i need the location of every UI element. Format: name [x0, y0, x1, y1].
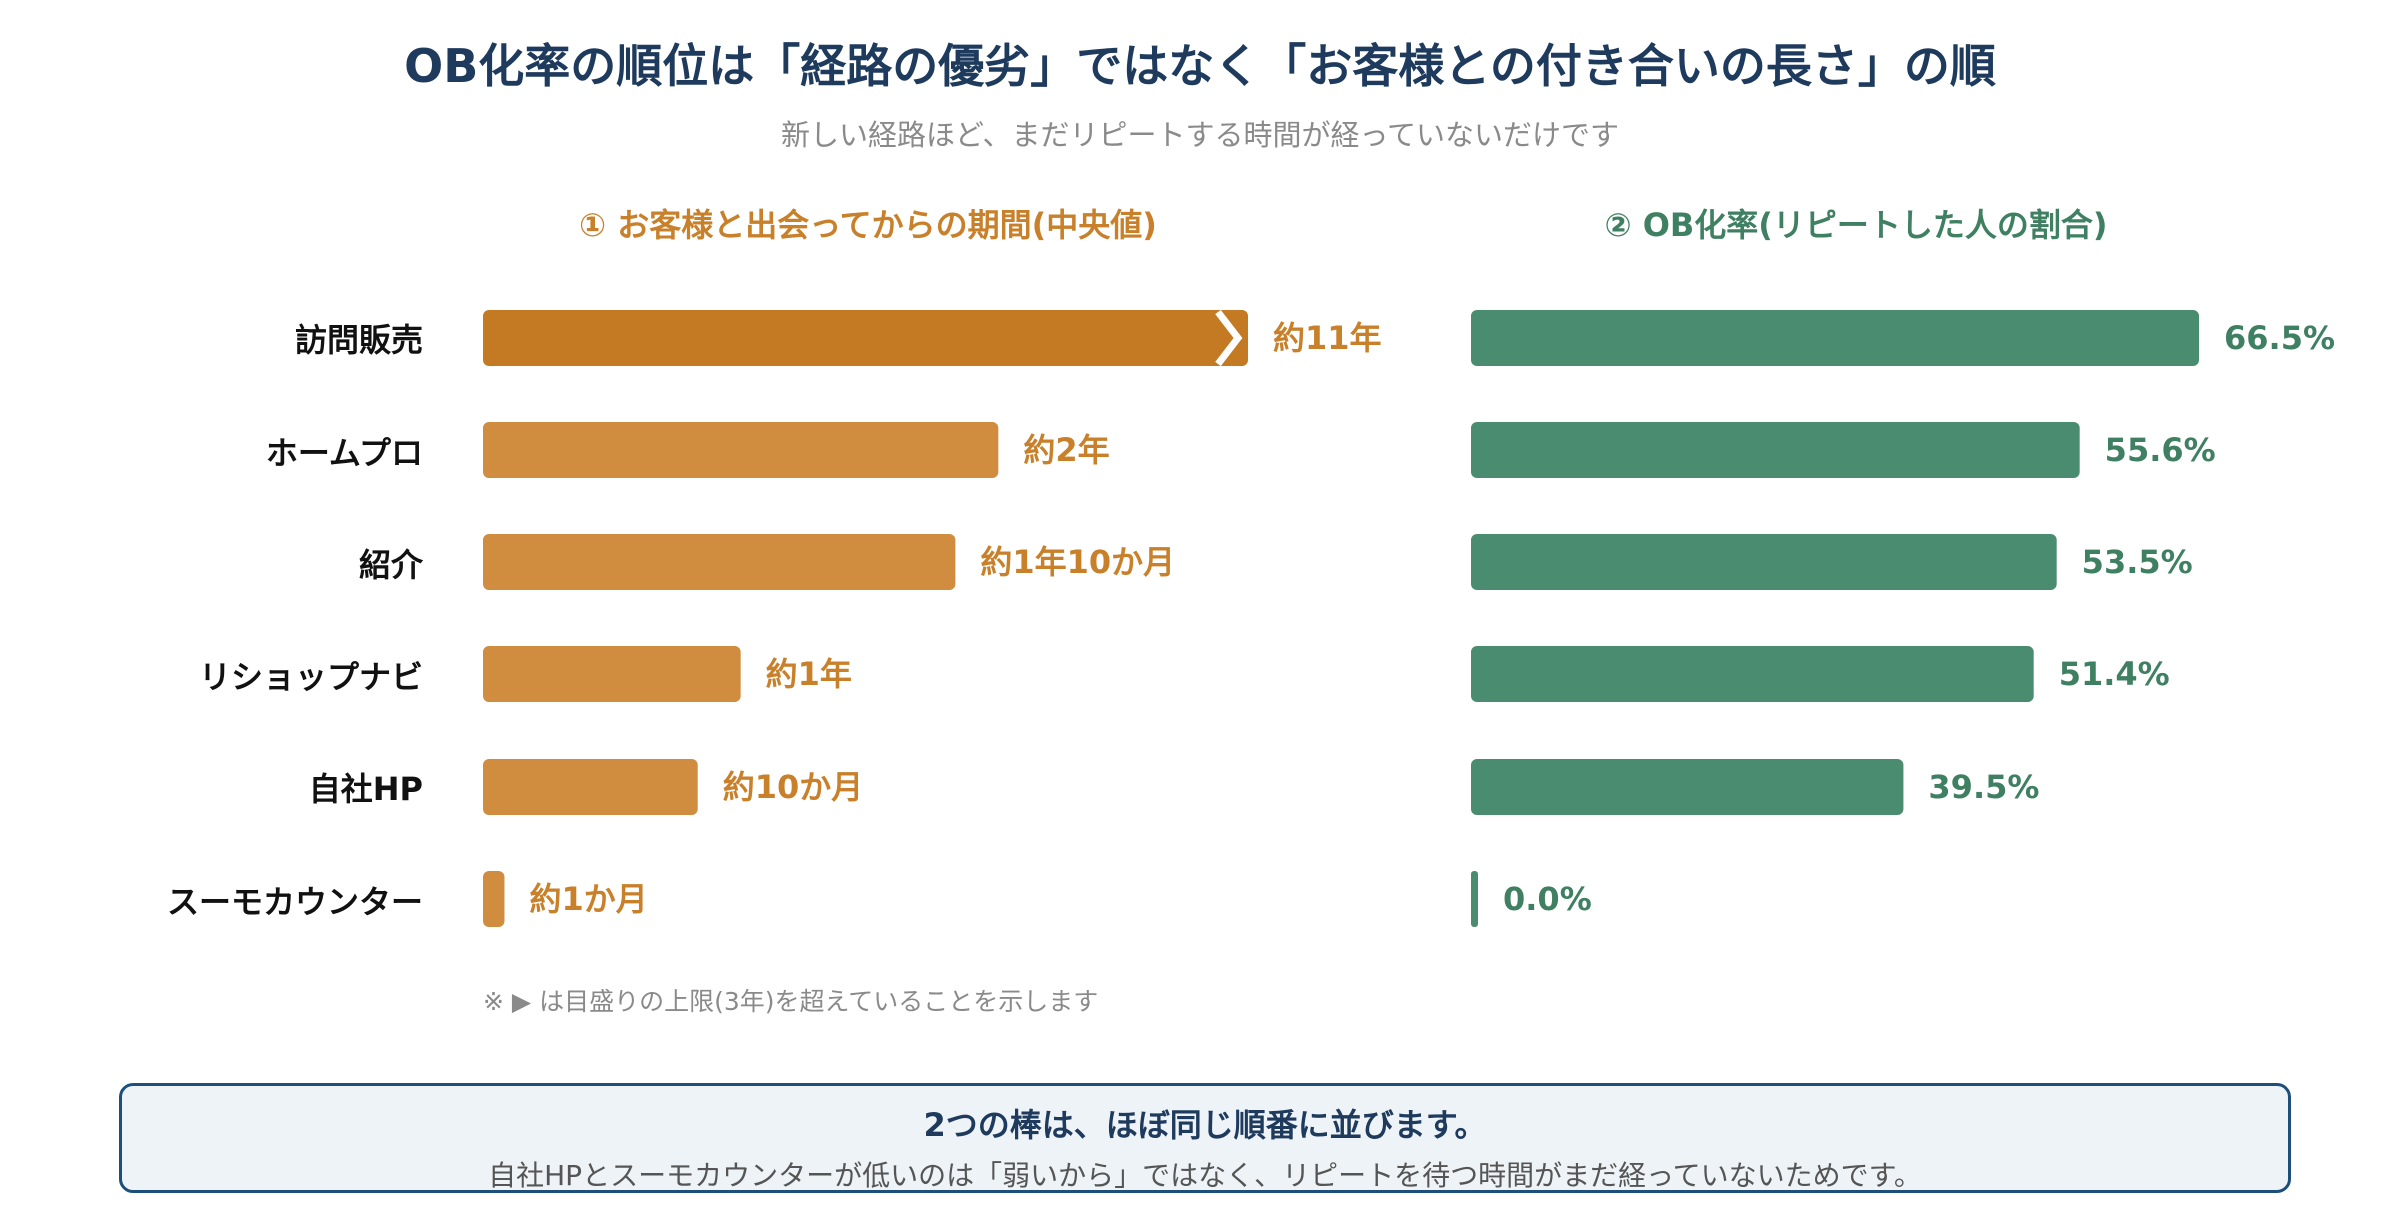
chart-subtitle: 新しい経路ほど、まだリピートする時間が経っていないだけです [780, 118, 1620, 152]
duration-value-label: 約1年 [766, 655, 852, 693]
left-panel-title: ① お客様と出会ってからの期間(中央値) [579, 206, 1157, 244]
ob-rate-bar [1471, 759, 1904, 815]
ob-rate-value-label: 39.5% [1928, 768, 2039, 806]
duration-bar [483, 646, 741, 702]
ob-rate-bar [1471, 646, 2034, 702]
duration-bar [483, 310, 1248, 366]
duration-bar [483, 871, 505, 927]
category-label: 自社HP [308, 770, 423, 808]
ob-rate-value-label: 66.5% [2224, 319, 2335, 357]
duration-bar [483, 759, 698, 815]
ob-rate-bar [1471, 422, 2080, 478]
overflow-marker [1215, 309, 1243, 367]
duration-bar [483, 534, 956, 590]
ob-rate-value-label: 53.5% [2082, 543, 2193, 581]
ob-rate-value-label: 0.0% [1503, 880, 1592, 918]
summary-box: 2つの棒は、ほぼ同じ順番に並びます。 自社HPとスーモカウンターが低いのは「弱い… [119, 1083, 2291, 1193]
right-panel-title: ② OB化率(リピートした人の割合) [1604, 206, 2108, 244]
ob-rate-bar [1471, 871, 1478, 927]
duration-value-label: 約10か月 [723, 768, 864, 806]
summary-heading: 2つの棒は、ほぼ同じ順番に並びます。 [923, 1106, 1487, 1144]
ob-rate-value-label: 55.6% [2105, 431, 2216, 469]
ob-rate-bar [1471, 310, 2199, 366]
category-label: 訪問販売 [294, 321, 423, 359]
ob-rate-value-label: 51.4% [2059, 655, 2170, 693]
duration-value-label: 約1か月 [529, 880, 647, 918]
footnote: ※ ▶ は目盛りの上限(3年)を超えていることを示します [483, 987, 1099, 1016]
category-label: リショップナビ [198, 658, 423, 696]
duration-value-label: 約1年10か月 [980, 543, 1175, 581]
category-label: ホームプロ [265, 434, 423, 472]
category-label: スーモカウンター [166, 883, 423, 921]
duration-value-label: 約2年 [1023, 431, 1109, 469]
summary-body: 自社HPとスーモカウンターが低いのは「弱いから」ではなく、リピートを待つ時間がま… [488, 1159, 1922, 1192]
duration-bar [483, 422, 999, 478]
chart-title: OB化率の順位は「経路の優劣」ではなく「お客様との付き合いの長さ」の順 [404, 39, 1996, 93]
ob-rate-bar [1471, 534, 2057, 590]
duration-value-label: 約11年 [1273, 319, 1382, 357]
category-label: 紹介 [358, 546, 423, 584]
